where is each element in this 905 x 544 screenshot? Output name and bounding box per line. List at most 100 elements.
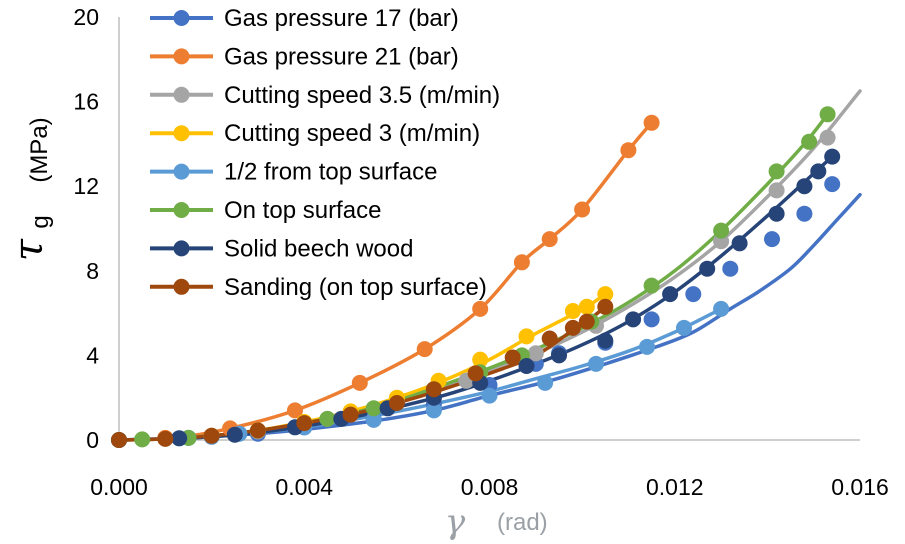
series-5-point (676, 319, 692, 336)
series-8-point (296, 415, 313, 432)
legend-swatch-marker (173, 278, 190, 295)
series-5-point (713, 300, 730, 317)
series-8-point (157, 430, 174, 447)
legend-item: Sanding (on top surface) (150, 274, 487, 301)
legend-swatch-marker (173, 240, 190, 257)
series-1-point (824, 176, 841, 193)
x-tick-labels: 0.000 0.004 0.008 0.012 0.016 (90, 474, 889, 500)
legend-swatch-marker (173, 202, 190, 218)
series-7-point (171, 430, 188, 447)
legend: Gas pressure 17 (bar) Gas pressure 21 (ba… (150, 5, 500, 301)
series-7-point (768, 205, 785, 222)
series-5-point (639, 338, 655, 355)
legend-item: Solid beech wood (150, 235, 413, 262)
series-8-point (111, 432, 127, 448)
series-7-point (226, 426, 243, 443)
series-1-point (643, 311, 660, 328)
x-tick-label: 0.008 (461, 474, 519, 500)
series-8-point (467, 365, 484, 382)
series-8-point (342, 406, 359, 423)
series-3-point (819, 129, 836, 146)
series-2-point (574, 201, 591, 218)
legend-swatch-marker (173, 125, 190, 142)
series-8-point (541, 330, 558, 347)
series-2-point (620, 142, 637, 159)
series-7-point (824, 148, 841, 165)
series-5-point (481, 387, 498, 404)
series-6-point (819, 106, 836, 123)
y-tick-labels: 0 4 8 12 16 20 (73, 4, 99, 453)
series-7-point (796, 178, 813, 195)
series-3-point (768, 182, 785, 199)
series-2-point (643, 114, 660, 131)
series-2-point (513, 254, 530, 271)
y-tick-label: 4 (86, 342, 99, 368)
y-tick-label: 20 (73, 4, 99, 30)
x-tick-label: 0.012 (646, 474, 704, 500)
legend-swatch-marker (173, 86, 190, 103)
y-tick-label: 8 (86, 258, 99, 284)
series-6-point (365, 400, 382, 417)
y-tick-label: 16 (73, 89, 99, 115)
series-7-point (699, 260, 716, 277)
x-tick-label: 0.016 (831, 474, 889, 500)
series-markers (111, 106, 841, 448)
series-6-point (801, 133, 818, 150)
legend-item: Cutting speed 3 (m/min) (150, 120, 480, 147)
legend-label: Gas pressure 21 (bar) (224, 43, 459, 70)
legend-item: 1/2 from top surface (150, 159, 437, 186)
y-axis-label-symbol: τ (6, 238, 52, 261)
series-3-point (527, 345, 544, 362)
series-1-point (796, 205, 813, 222)
legend-label: On top surface (224, 197, 381, 224)
series-6-point (134, 431, 151, 448)
series-4-point (564, 303, 581, 319)
series-8-point (597, 298, 614, 315)
y-axis-label-unit: (MPa) (26, 117, 53, 182)
series-8-point (578, 313, 595, 330)
legend-item: Gas pressure 17 (bar) (150, 5, 459, 32)
legend-label: Sanding (on top surface) (224, 274, 487, 301)
series-5-point (365, 411, 382, 428)
series-4-point (597, 286, 614, 303)
legend-label: Gas pressure 17 (bar) (224, 5, 459, 32)
legend-label: Solid beech wood (224, 235, 413, 262)
legend-swatch-marker (173, 163, 190, 180)
series-8-point (249, 422, 266, 439)
series-7-point (597, 332, 614, 349)
series-8-point (388, 395, 405, 411)
legend-item: Cutting speed 3.5 (m/min) (150, 82, 500, 109)
series-5-point (588, 355, 604, 372)
series-7-point (625, 311, 642, 328)
y-tick-label: 12 (73, 173, 99, 199)
series-6-point (768, 163, 785, 180)
series-4-point (518, 328, 535, 345)
legend-item: On top surface (150, 197, 381, 224)
series-8-point (564, 319, 581, 336)
series-8-line (117, 305, 608, 442)
series-2-point (416, 341, 433, 358)
series-6-point (713, 222, 730, 239)
series-4-point (472, 351, 489, 368)
x-tick-label: 0.000 (90, 474, 148, 500)
y-axis-label-subscript: g (27, 215, 54, 228)
series-5-line (117, 307, 723, 442)
legend-label: 1/2 from top surface (224, 159, 437, 186)
x-axis-label-unit: (rad) (497, 509, 548, 536)
series-7-point (518, 358, 535, 374)
x-axis-label-symbol: γ (445, 502, 466, 542)
series-7-point (551, 347, 567, 364)
series-2-point (541, 231, 558, 248)
series-4-point (578, 298, 595, 315)
legend-swatch-marker (173, 48, 190, 65)
series-1-point (764, 231, 780, 248)
legend-label: Cutting speed 3.5 (m/min) (224, 82, 500, 109)
legend-swatch-marker (173, 10, 190, 26)
series-1-point (722, 260, 739, 277)
series-7-point (662, 286, 679, 303)
legend-label: Cutting speed 3 (m/min) (224, 120, 480, 147)
series-8-point (504, 349, 521, 366)
series-2-point (351, 374, 368, 391)
series-7-point (731, 235, 748, 252)
